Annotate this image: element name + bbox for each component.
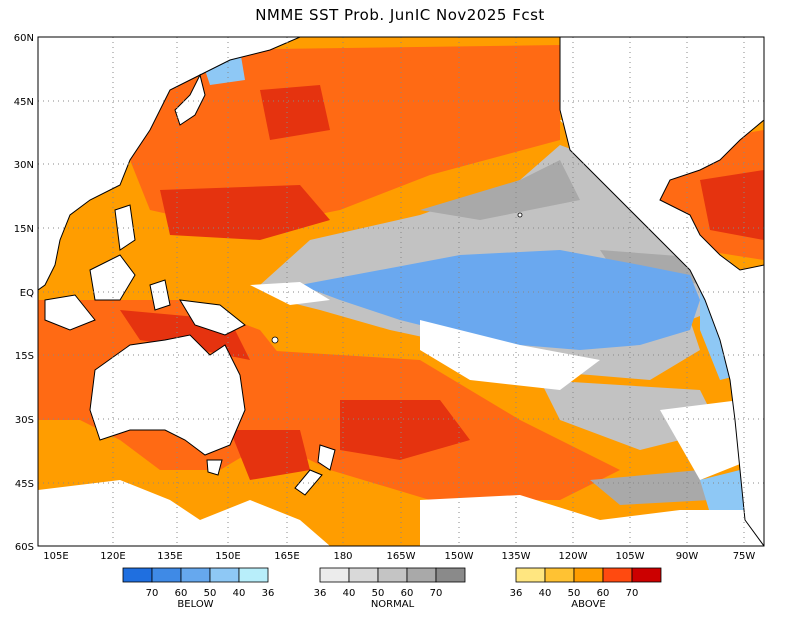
legend-tick-label: 50 — [204, 588, 217, 599]
legend-tick-label: 36 — [262, 588, 275, 599]
legend-swatch — [319, 567, 350, 583]
lat-label: 15N — [14, 224, 34, 235]
lat-label: 60S — [15, 542, 34, 553]
lon-label: 105E — [43, 551, 68, 562]
lat-label: 45S — [15, 479, 34, 490]
lat-label: EQ — [20, 288, 34, 299]
lat-label: 30S — [15, 415, 34, 426]
latitude-axis: 60N 45N 30N 15N EQ 15S 30S 45S 60S — [14, 33, 34, 553]
legend-category-label: ABOVE — [571, 599, 605, 610]
ocean-field — [38, 37, 764, 546]
legend-tick-label: 70 — [146, 588, 159, 599]
map-frame — [37, 36, 765, 547]
lat-label: 60N — [14, 33, 34, 44]
map-title: NMME SST Prob. JunIC Nov2025 Fcst — [255, 6, 545, 24]
lon-label: 120E — [100, 551, 125, 562]
legend-swatch — [515, 567, 546, 583]
lon-label: 180 — [333, 551, 352, 562]
legend-swatch — [602, 567, 633, 583]
legend-tick-label: 70 — [626, 588, 639, 599]
lon-label: 150W — [445, 551, 474, 562]
lat-label: 45N — [14, 97, 34, 108]
legend-tick-label: 50 — [372, 588, 385, 599]
legend-swatch — [122, 567, 153, 583]
legend-tick-label: 40 — [343, 588, 356, 599]
legend-tick-label: 60 — [597, 588, 610, 599]
lat-label: 30N — [14, 160, 34, 171]
lon-label: 135E — [157, 551, 182, 562]
legend-tick-label: 40 — [539, 588, 552, 599]
legend-tick-label: 60 — [401, 588, 414, 599]
lon-label: 75W — [733, 551, 756, 562]
lon-label: 150E — [215, 551, 240, 562]
legend-swatch — [151, 567, 182, 583]
legend-category-label: BELOW — [177, 599, 213, 610]
legend-tick-label: 40 — [233, 588, 246, 599]
lon-label: 90W — [676, 551, 699, 562]
longitude-axis: 105E 120E 135E 150E 165E 180 165W 150W 1… — [43, 551, 755, 562]
lon-label: 165E — [274, 551, 299, 562]
legend-category-label: NORMAL — [371, 599, 415, 610]
legend-swatch — [406, 567, 437, 583]
legend-swatch — [377, 567, 408, 583]
lon-label: 165W — [387, 551, 416, 562]
legend-swatch — [348, 567, 379, 583]
lon-label: 135W — [502, 551, 531, 562]
legend-above: 36 40 50 60 70 ABOVE — [510, 567, 662, 610]
legend-tick-label: 60 — [175, 588, 188, 599]
legend-swatch — [573, 567, 604, 583]
legend-swatch — [631, 567, 662, 583]
lon-label: 105W — [616, 551, 645, 562]
legend-swatch — [435, 567, 466, 583]
legend-tick-label: 70 — [430, 588, 443, 599]
legend-swatch — [544, 567, 575, 583]
legend-swatch — [238, 567, 269, 583]
legend-normal: 36 40 50 60 70 NORMAL — [314, 567, 466, 610]
legend-tick-label: 36 — [510, 588, 523, 599]
lat-label: 15S — [15, 351, 34, 362]
lon-label: 120W — [559, 551, 588, 562]
legend-tick-label: 36 — [314, 588, 327, 599]
legend-below: 70 60 50 40 36 BELOW — [122, 567, 275, 610]
legend-swatch — [209, 567, 240, 583]
legend-swatch — [180, 567, 211, 583]
grid-lines — [38, 37, 764, 546]
legend-tick-label: 50 — [568, 588, 581, 599]
